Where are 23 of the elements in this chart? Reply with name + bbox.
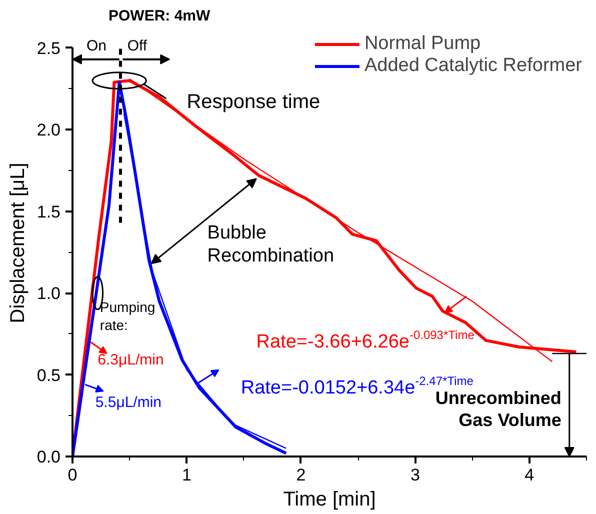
annotation: 6.3μL/min: [98, 352, 164, 369]
annotation: Response time: [186, 90, 320, 113]
y-axis-title: Displacement [μL]: [6, 162, 29, 324]
annotation: 5.5μL/min: [95, 394, 162, 412]
legend-label: Added Catalytic Reformer: [364, 55, 582, 77]
annotation: Pumping rate:: [100, 298, 156, 333]
x-tick-label: 1: [182, 466, 192, 484]
x-axis-title: Time [min]: [283, 488, 376, 510]
x-tick-label: 2: [296, 466, 306, 484]
y-tick-label: 0.0: [36, 448, 61, 466]
annotation: Bubble Recombination: [207, 222, 334, 267]
annotation: Off: [127, 37, 148, 54]
annotation: On: [86, 37, 106, 54]
x-tick-label: 3: [410, 466, 420, 484]
y-tick-label: 2.5: [36, 38, 61, 58]
y-tick-label: 0.5: [36, 366, 61, 385]
x-tick-label: 0: [68, 466, 78, 484]
x-tick-label: 4: [524, 466, 534, 484]
legend-label: Normal Pump: [364, 33, 481, 55]
y-tick-label: 1.5: [36, 202, 61, 222]
y-tick-label: 2.0: [36, 120, 61, 140]
text: POWER: 4mW: [108, 8, 212, 24]
y-tick-label: 1.0: [36, 284, 61, 304]
